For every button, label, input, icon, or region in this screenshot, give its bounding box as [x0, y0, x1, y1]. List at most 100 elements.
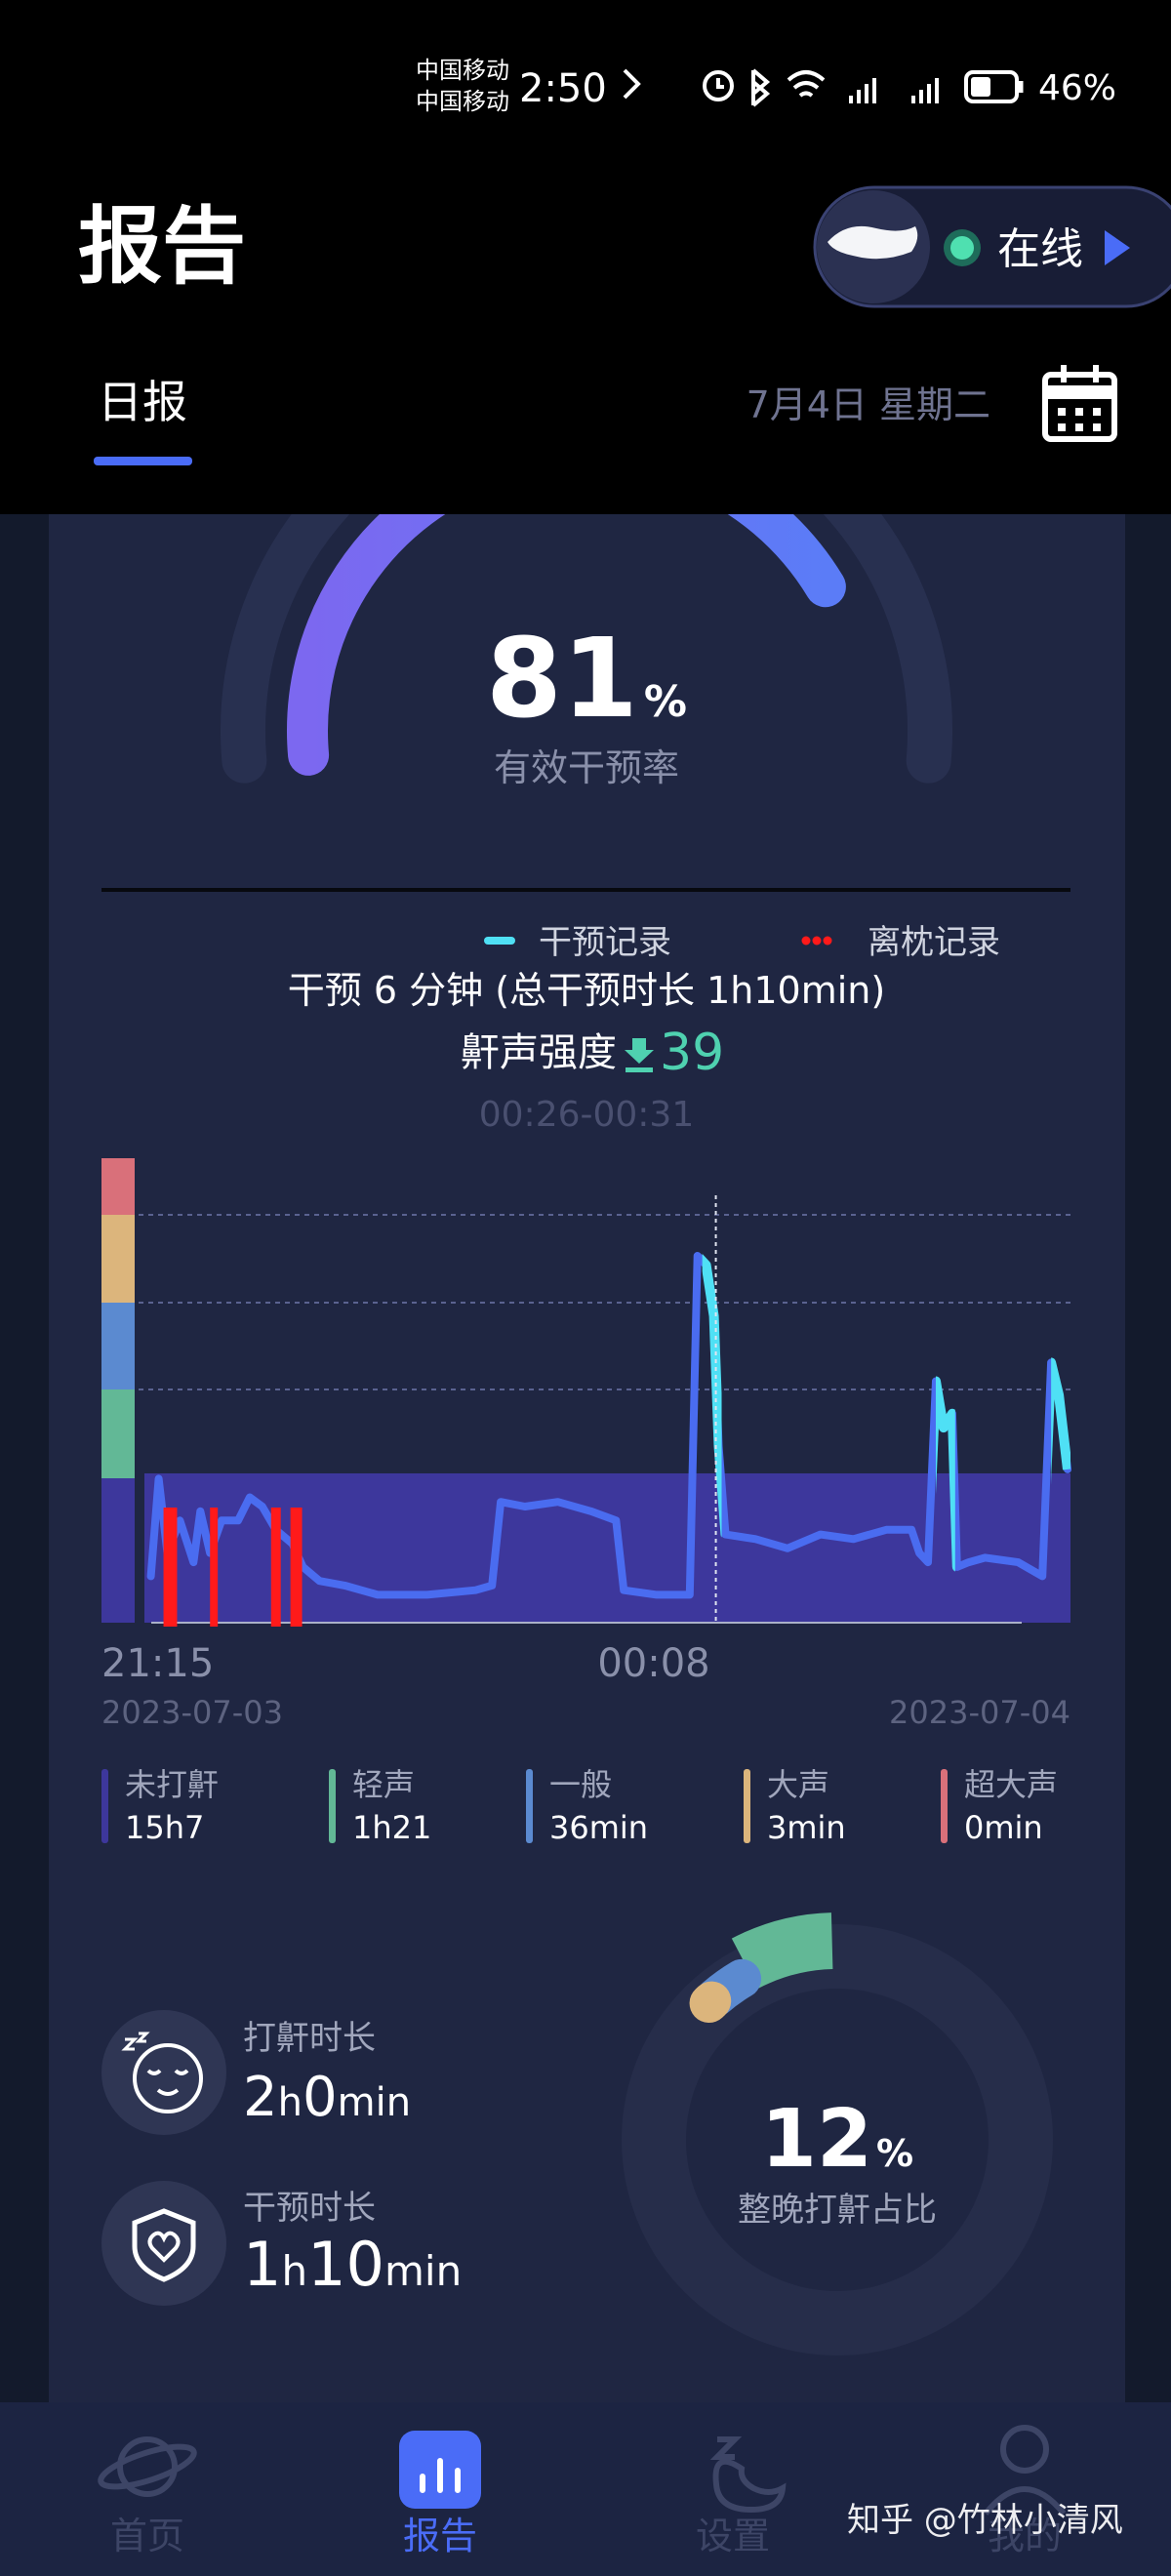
- level-duration: 3min: [767, 1809, 846, 1846]
- gauge: [221, 514, 952, 784]
- level-swatch: [101, 1769, 108, 1843]
- level-bar: [101, 1215, 135, 1303]
- legend-swatch: [801, 936, 811, 946]
- level-duration: 0min: [964, 1809, 1043, 1846]
- efficiency-unit: %: [644, 677, 687, 727]
- snore-ratio-value: 12: [761, 2093, 872, 2186]
- carrier: 中国移动: [416, 88, 509, 115]
- snore-donut: [622, 1912, 1053, 2355]
- battery-level: [971, 77, 990, 97]
- efficiency-label: 有效干预率: [494, 746, 679, 789]
- level-name: 超大声: [964, 1766, 1058, 1803]
- level-bar: [101, 1478, 135, 1623]
- pill-arrow: [1105, 230, 1130, 265]
- tab-active[interactable]: 日报: [98, 376, 187, 428]
- value-part: 2: [243, 2066, 278, 2129]
- snore-chart: 21:15 00:08 2023-07-03 2023-07-04 未打鼾 15h7 轻声 1…: [101, 1158, 1075, 1846]
- snore-label: 打鼾时长: [243, 2019, 376, 2058]
- value-part: min: [338, 2080, 411, 2125]
- snore-icon-bg: [101, 2010, 226, 2135]
- nav-labels: 首页 报告 设置 我的: [110, 2515, 1062, 2557]
- value-part: min: [384, 2247, 462, 2295]
- legend-swatch: [823, 936, 832, 946]
- level-duration: 1h21: [352, 1809, 431, 1846]
- calendar-icon[interactable]: [1042, 365, 1117, 442]
- value-part: h: [281, 2247, 307, 2295]
- off-pillow: [270, 1508, 281, 1627]
- tab-underline: [94, 457, 192, 465]
- donut-segment: [731, 1912, 834, 1990]
- date-label: 2023-07-04: [889, 1694, 1070, 1731]
- legend-label: 干预记录: [539, 923, 671, 962]
- snore-ratio: 12%: [761, 2093, 913, 2186]
- donut-track: [622, 1924, 1053, 2355]
- battery-text: 46%: [1038, 68, 1116, 108]
- value-part: 1: [243, 2229, 281, 2300]
- level-bar: [101, 1158, 135, 1215]
- level-swatch: [526, 1769, 533, 1843]
- down-arrow: [625, 1038, 654, 1072]
- carrier: 中国移动: [416, 57, 509, 84]
- level-swatch: [744, 1769, 750, 1843]
- legend-swatch: [812, 936, 822, 946]
- gauge-arc: [287, 514, 846, 776]
- off-pillow: [210, 1508, 219, 1627]
- nav-label[interactable]: 报告: [403, 2515, 477, 2557]
- online-dot: [950, 236, 974, 260]
- device-pill[interactable]: 在线: [813, 185, 1171, 308]
- level-duration: 15h7: [125, 1809, 204, 1846]
- date[interactable]: 7月4日 星期二: [747, 383, 990, 426]
- level-name: 未打鼾: [125, 1766, 219, 1803]
- level-name: 轻声: [352, 1766, 415, 1803]
- pillow-icon: [828, 225, 918, 260]
- nav-label[interactable]: 设置: [696, 2515, 770, 2557]
- card: [49, 514, 1125, 2407]
- snore-time: 2h0min: [243, 2066, 411, 2129]
- device-status: 在线: [997, 224, 1083, 274]
- level-swatch: [329, 1769, 336, 1843]
- calendar-dots: [1058, 408, 1101, 431]
- page-title: 报告: [78, 198, 246, 296]
- level-swatch: [941, 1769, 948, 1843]
- snore-ratio-label: 整晚打鼾占比: [738, 2191, 937, 2230]
- efficiency-value: 81: [486, 616, 638, 743]
- bottom-nav: [0, 2402, 1171, 2576]
- date-label: 2023-07-03: [101, 1694, 283, 1731]
- shield-icon: [132, 2208, 196, 2282]
- off-pillow: [290, 1508, 303, 1627]
- intervention: [935, 1376, 955, 1572]
- value-part: h: [278, 2080, 303, 2125]
- donut-segment: [689, 1981, 732, 2024]
- gauge-track: [221, 514, 952, 784]
- nav-report-bars: [420, 2458, 461, 2493]
- level-bar: [101, 1303, 135, 1389]
- legend-label: 离枕记录: [868, 923, 1000, 962]
- off-pillow: [163, 1508, 178, 1627]
- level-bar: [101, 1389, 135, 1478]
- intensity-value: 39: [660, 1024, 724, 1082]
- intervention-label: 干预时长: [243, 2189, 376, 2228]
- value-part: 0: [303, 2066, 338, 2129]
- status-icons: [623, 68, 1024, 107]
- time-range: 00:26-00:31: [479, 1095, 694, 1135]
- nav-icons: [98, 2425, 1067, 2516]
- clock: 2:50: [519, 66, 607, 111]
- divider: [101, 888, 1070, 892]
- summary: 干预 6 分钟 (总干预时长 1h10min): [288, 969, 885, 1012]
- nav-label[interactable]: 首页: [110, 2515, 184, 2557]
- level-name: 一般: [549, 1766, 612, 1803]
- intervention-icon-bg: [101, 2181, 226, 2306]
- value-part: 10: [307, 2229, 384, 2300]
- nav-label[interactable]: 我的: [988, 2515, 1062, 2557]
- legend-swatch: [484, 937, 515, 945]
- watermark: 知乎 @竹林小清风: [847, 2501, 1123, 2540]
- efficiency: 81%: [486, 616, 687, 743]
- x-tick-label: 21:15: [101, 1641, 214, 1686]
- intervention-time: 1h10min: [243, 2229, 462, 2300]
- level-duration: 36min: [549, 1809, 648, 1846]
- snore-icon: [121, 2032, 203, 2113]
- intensity-label: 鼾声强度: [461, 1030, 617, 1075]
